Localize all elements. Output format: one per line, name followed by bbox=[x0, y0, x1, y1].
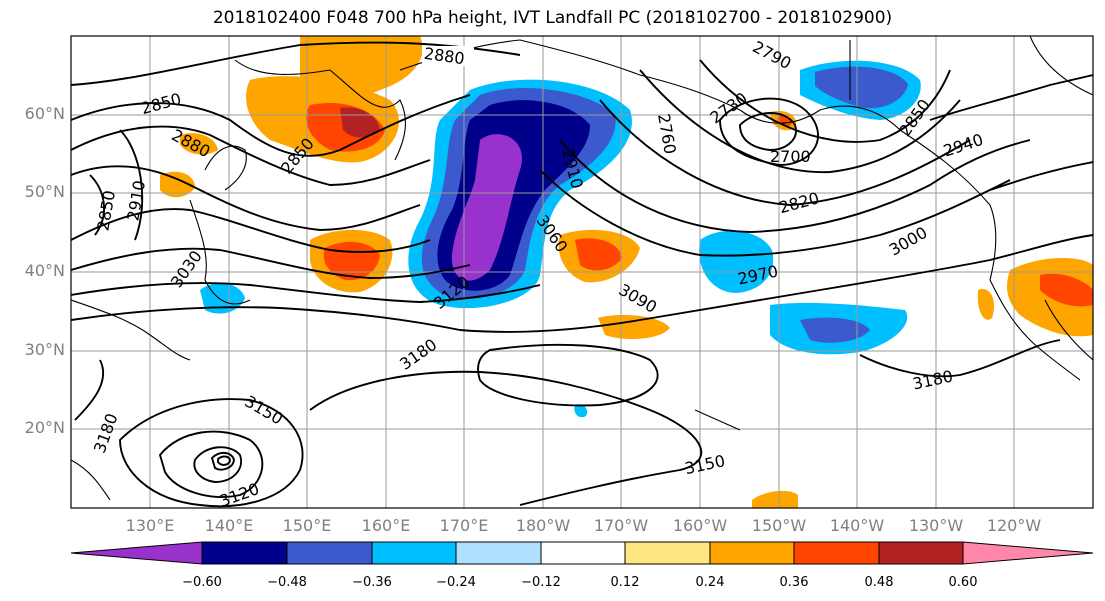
colorbar-segment bbox=[709, 541, 795, 565]
lat-label: 40°N bbox=[24, 261, 65, 280]
coastlines bbox=[71, 36, 1093, 501]
lat-label: 60°N bbox=[24, 104, 65, 123]
colorbar-tick-label: 0.60 bbox=[948, 575, 978, 590]
map-title: 2018102400 F048 700 hPa height, IVT Land… bbox=[212, 8, 893, 28]
height-contours bbox=[71, 41, 1093, 508]
lon-label: 170°W bbox=[593, 516, 649, 535]
colorbar-tick-label: −0.36 bbox=[352, 575, 392, 590]
lon-label: 130°W bbox=[908, 516, 964, 535]
lon-label: 150°W bbox=[751, 516, 807, 535]
colorbar-segment bbox=[793, 541, 880, 565]
lon-label: 150°E bbox=[282, 516, 332, 535]
lon-label: 180°W bbox=[515, 516, 571, 535]
lat-label: 30°N bbox=[24, 340, 65, 359]
colorbar-tick-label: 0.24 bbox=[695, 575, 725, 590]
graticule bbox=[71, 36, 1093, 508]
lon-label: 130°E bbox=[125, 516, 175, 535]
colorbar-segment bbox=[371, 541, 457, 565]
colorbar-segment bbox=[455, 541, 542, 565]
plot-frame bbox=[70, 35, 1094, 509]
colorbar-segment bbox=[624, 541, 711, 565]
colorbar-segment bbox=[201, 541, 288, 565]
colorbar-extend-max bbox=[962, 541, 1094, 565]
lon-label: 140°W bbox=[829, 516, 885, 535]
colorbar-tick-label: −0.60 bbox=[182, 575, 222, 590]
colorbar-tick-label: −0.48 bbox=[267, 575, 307, 590]
contour-label: 2700 bbox=[770, 147, 811, 166]
lon-label: 140°E bbox=[204, 516, 254, 535]
colorbar-tick-label: 0.36 bbox=[779, 575, 809, 590]
colorbar-tick-label: −0.24 bbox=[436, 575, 476, 590]
lon-label: 160°E bbox=[361, 516, 411, 535]
colorbar-segment bbox=[540, 541, 626, 565]
colorbar-extend-min bbox=[70, 541, 203, 565]
colorbar-segment bbox=[878, 541, 964, 565]
colorbar-tick-label: 0.12 bbox=[610, 575, 640, 590]
colorbar-segment bbox=[286, 541, 373, 565]
colorbar-tick-label: 0.48 bbox=[864, 575, 894, 590]
lon-label: 170°E bbox=[439, 516, 489, 535]
lat-label: 20°N bbox=[24, 418, 65, 437]
lat-label: 50°N bbox=[24, 182, 65, 201]
lon-label: 160°W bbox=[672, 516, 728, 535]
lon-label: 120°W bbox=[986, 516, 1042, 535]
colorbar bbox=[70, 541, 1094, 565]
colorbar-tick-label: −0.12 bbox=[521, 575, 561, 590]
